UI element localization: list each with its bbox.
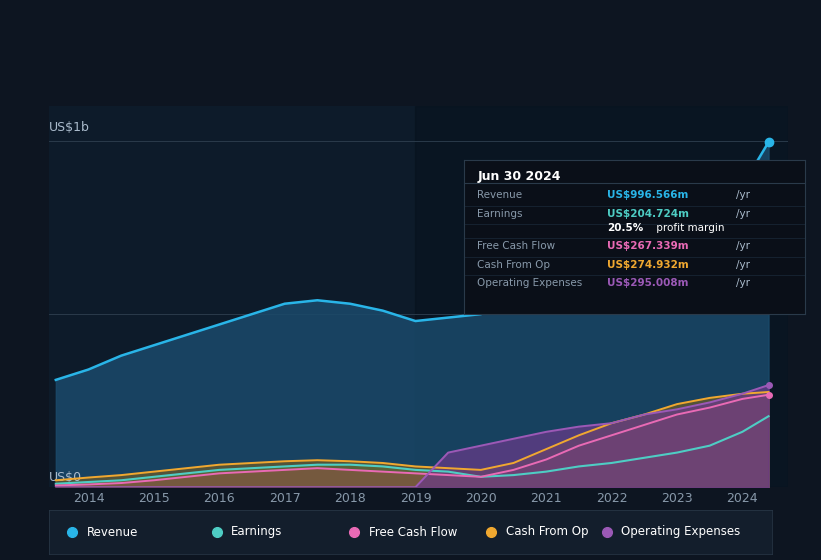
Text: Revenue: Revenue xyxy=(87,525,138,539)
Text: Operating Expenses: Operating Expenses xyxy=(478,278,583,288)
Text: Cash From Op: Cash From Op xyxy=(478,260,551,270)
Text: Cash From Op: Cash From Op xyxy=(506,525,589,539)
Text: /yr: /yr xyxy=(736,278,750,288)
Text: /yr: /yr xyxy=(736,241,750,251)
Text: 20.5%: 20.5% xyxy=(607,223,643,233)
Text: profit margin: profit margin xyxy=(653,223,724,233)
Text: US$204.724m: US$204.724m xyxy=(607,209,689,219)
Text: /yr: /yr xyxy=(736,190,750,200)
Text: US$295.008m: US$295.008m xyxy=(607,278,689,288)
Text: US$0: US$0 xyxy=(49,472,82,484)
Text: /yr: /yr xyxy=(736,209,750,219)
Bar xyxy=(415,106,788,487)
Text: Revenue: Revenue xyxy=(478,190,523,200)
Text: US$267.339m: US$267.339m xyxy=(607,241,689,251)
Text: US$1b: US$1b xyxy=(49,121,90,134)
Text: /yr: /yr xyxy=(736,260,750,270)
Text: Free Cash Flow: Free Cash Flow xyxy=(478,241,556,251)
Text: Jun 30 2024: Jun 30 2024 xyxy=(478,170,561,183)
Text: Earnings: Earnings xyxy=(232,525,282,539)
Text: Free Cash Flow: Free Cash Flow xyxy=(369,525,457,539)
Text: Operating Expenses: Operating Expenses xyxy=(621,525,741,539)
Text: Earnings: Earnings xyxy=(478,209,523,219)
Text: US$274.932m: US$274.932m xyxy=(607,260,689,270)
Text: US$996.566m: US$996.566m xyxy=(607,190,688,200)
